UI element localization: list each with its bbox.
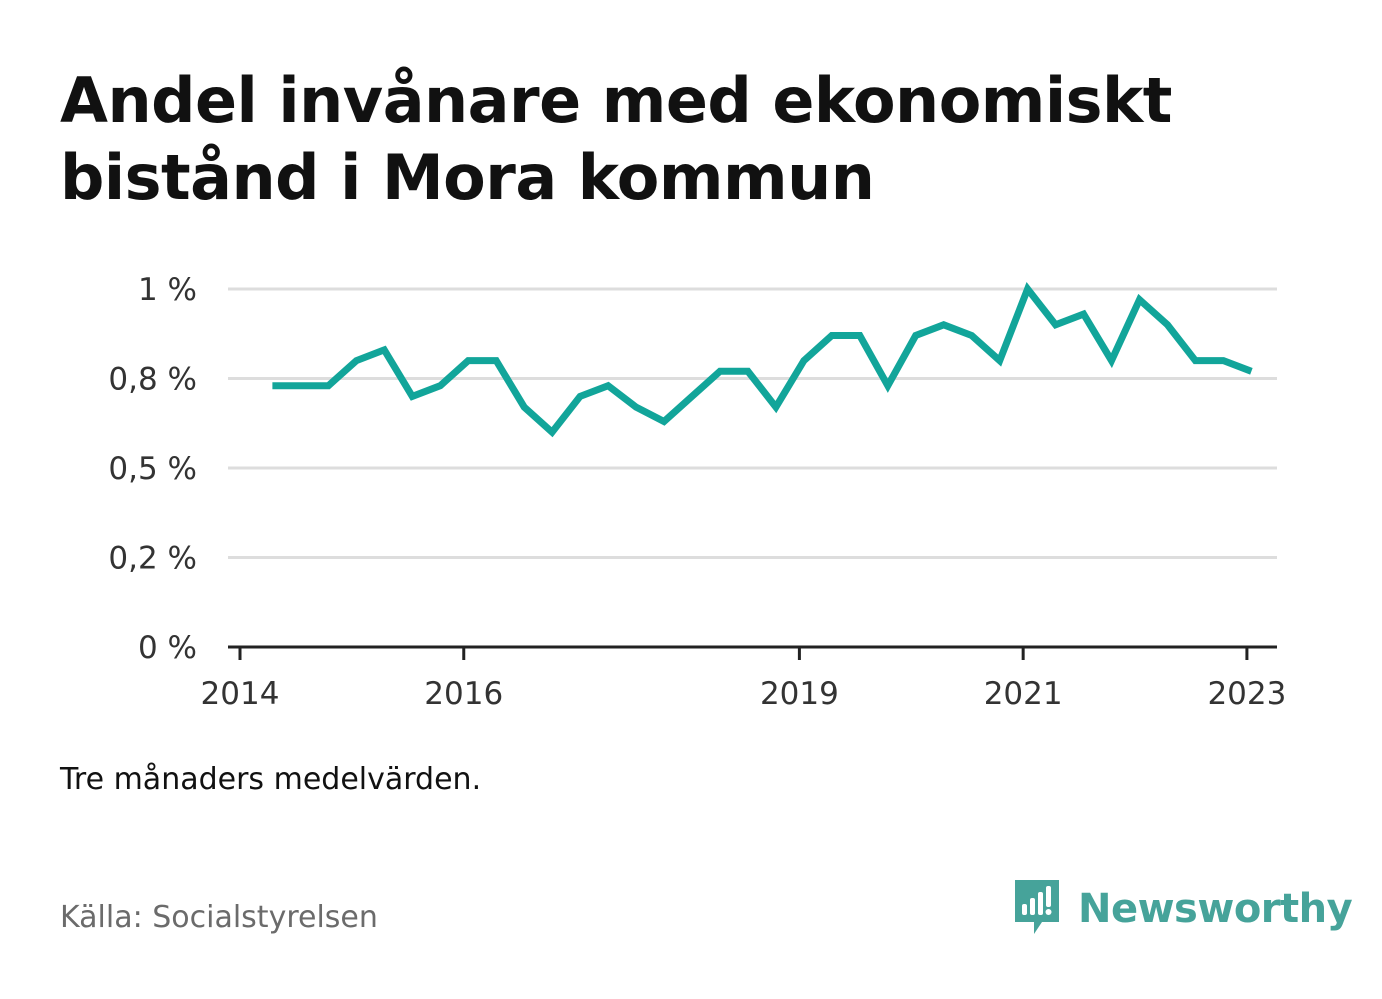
y-tick-label: 0,2 %: [108, 541, 197, 577]
y-tick-label: 1 %: [138, 272, 197, 308]
y-tick-label: 0,8 %: [108, 362, 197, 398]
series-layer: [272, 282, 1253, 438]
y-axis-tick-labels: 0 % 0,2 % 0,5 % 0,8 % 1 %: [108, 272, 197, 666]
source-text: Källa: Socialstyrelsen: [60, 900, 378, 935]
x-tick-label: 2014: [201, 676, 280, 712]
series-line: [272, 282, 1253, 438]
chart-title: Andel invånare med ekonomiskt bistånd i …: [60, 64, 1172, 214]
x-tick-label: 2021: [984, 676, 1063, 712]
y-tick-label: 0,5 %: [108, 451, 197, 487]
grid-lines: [228, 287, 1277, 559]
brand-logo: Newsworthy: [1012, 878, 1353, 940]
x-tick-label: 2016: [424, 676, 503, 712]
y-tick-label: 0 %: [138, 630, 197, 666]
x-axis: 2014 2016 2019 2021 2023: [201, 645, 1286, 712]
x-tick-label: 2019: [760, 676, 839, 712]
x-tick-label: 2023: [1207, 676, 1286, 712]
chart-note: Tre månaders medelvärden.: [60, 762, 482, 797]
brand-name: Newsworthy: [1078, 886, 1353, 932]
newsworthy-logo-icon: [1015, 880, 1059, 934]
